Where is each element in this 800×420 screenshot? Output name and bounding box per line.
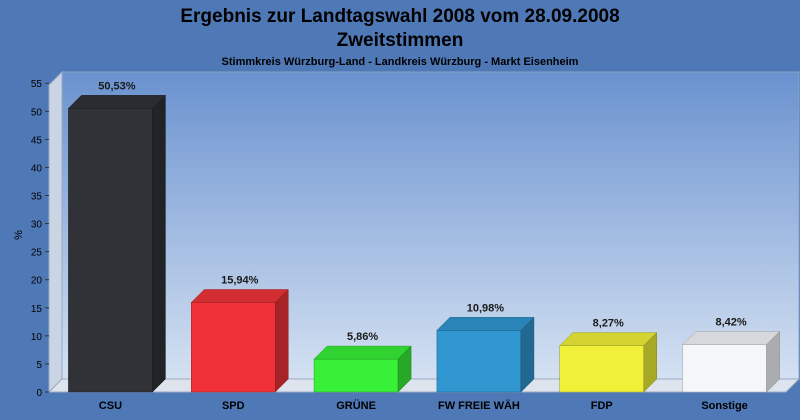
x-tick-label: FDP bbox=[591, 400, 613, 412]
bar-side bbox=[275, 288, 289, 393]
chart-subtitle: Stimmkreis Würzburg-Land - Landkreis Wür… bbox=[222, 56, 579, 68]
bar-front bbox=[313, 358, 399, 393]
bar-side bbox=[152, 94, 166, 393]
bar-top bbox=[436, 317, 535, 331]
y-tick-label: 45 bbox=[31, 135, 43, 146]
y-tick-label: 20 bbox=[31, 276, 43, 287]
bar-sonstige: 8,42% bbox=[681, 317, 781, 393]
data-label: 5,86% bbox=[347, 331, 378, 343]
bars: 50,53% 15,94% 5,86% 10,98% 8,27% 8,42% bbox=[67, 80, 781, 393]
y-tick-label: 55 bbox=[31, 79, 43, 90]
x-tick-label: SPD bbox=[222, 400, 245, 412]
data-label: 50,53% bbox=[98, 80, 136, 92]
bar-side bbox=[643, 331, 657, 393]
data-label: 10,98% bbox=[467, 302, 505, 314]
y-tick-label: 15 bbox=[31, 304, 43, 315]
bar-front bbox=[68, 108, 153, 393]
y-tick-label: 10 bbox=[31, 332, 43, 343]
y-tick-label: 35 bbox=[31, 192, 43, 203]
bar-top bbox=[681, 331, 781, 345]
bar-front bbox=[682, 344, 767, 393]
plot-side-wall bbox=[48, 70, 63, 394]
bar-csu: 50,53% bbox=[67, 80, 167, 393]
bar-top bbox=[313, 345, 412, 360]
bar-fw-freie-wäh: 10,98% bbox=[436, 302, 535, 393]
bar-top bbox=[190, 289, 289, 303]
x-tick-label: FW FREIE WÄH bbox=[438, 399, 520, 412]
chart-title: Ergebnis zur Landtagswahl 2008 vom 28.09… bbox=[180, 6, 619, 27]
bar-spd: 15,94% bbox=[190, 275, 289, 393]
y-tick-label: 30 bbox=[31, 220, 43, 231]
bar-side bbox=[520, 316, 535, 393]
y-tick-label: 0 bbox=[36, 388, 42, 399]
x-tick-label: Sonstige bbox=[701, 400, 747, 412]
bar-top bbox=[67, 95, 167, 109]
y-tick-label: 25 bbox=[31, 248, 43, 259]
bar-fdp: 8,27% bbox=[559, 318, 658, 393]
x-axis-labels: CSU SPD GRÜNE FW FREIE WÄH FDP Sonstige bbox=[99, 399, 748, 412]
bar-front bbox=[191, 302, 276, 393]
bar-side bbox=[766, 331, 780, 393]
x-tick-label: GRÜNE bbox=[336, 399, 376, 412]
chart-title-2: Zweitstimmen bbox=[337, 30, 464, 51]
y-tick-label: 5 bbox=[36, 360, 42, 371]
data-label: 15,94% bbox=[221, 275, 259, 287]
data-label: 8,27% bbox=[593, 318, 624, 330]
y-tick-label: 40 bbox=[31, 163, 43, 174]
bar-grüne: 5,86% bbox=[313, 331, 412, 393]
data-label: 8,42% bbox=[715, 317, 746, 329]
y-axis-label: % bbox=[13, 230, 25, 240]
bar-front bbox=[436, 330, 522, 393]
x-tick-label: CSU bbox=[99, 400, 122, 412]
plot-back-wall bbox=[61, 71, 800, 380]
bar-side bbox=[397, 345, 412, 393]
bar-front bbox=[559, 345, 644, 393]
y-axis-ticks: 0 5 10 15 20 25 30 35 40 45 50 55 bbox=[31, 79, 49, 399]
bar-top bbox=[559, 332, 658, 346]
y-tick-label: 50 bbox=[31, 107, 43, 118]
